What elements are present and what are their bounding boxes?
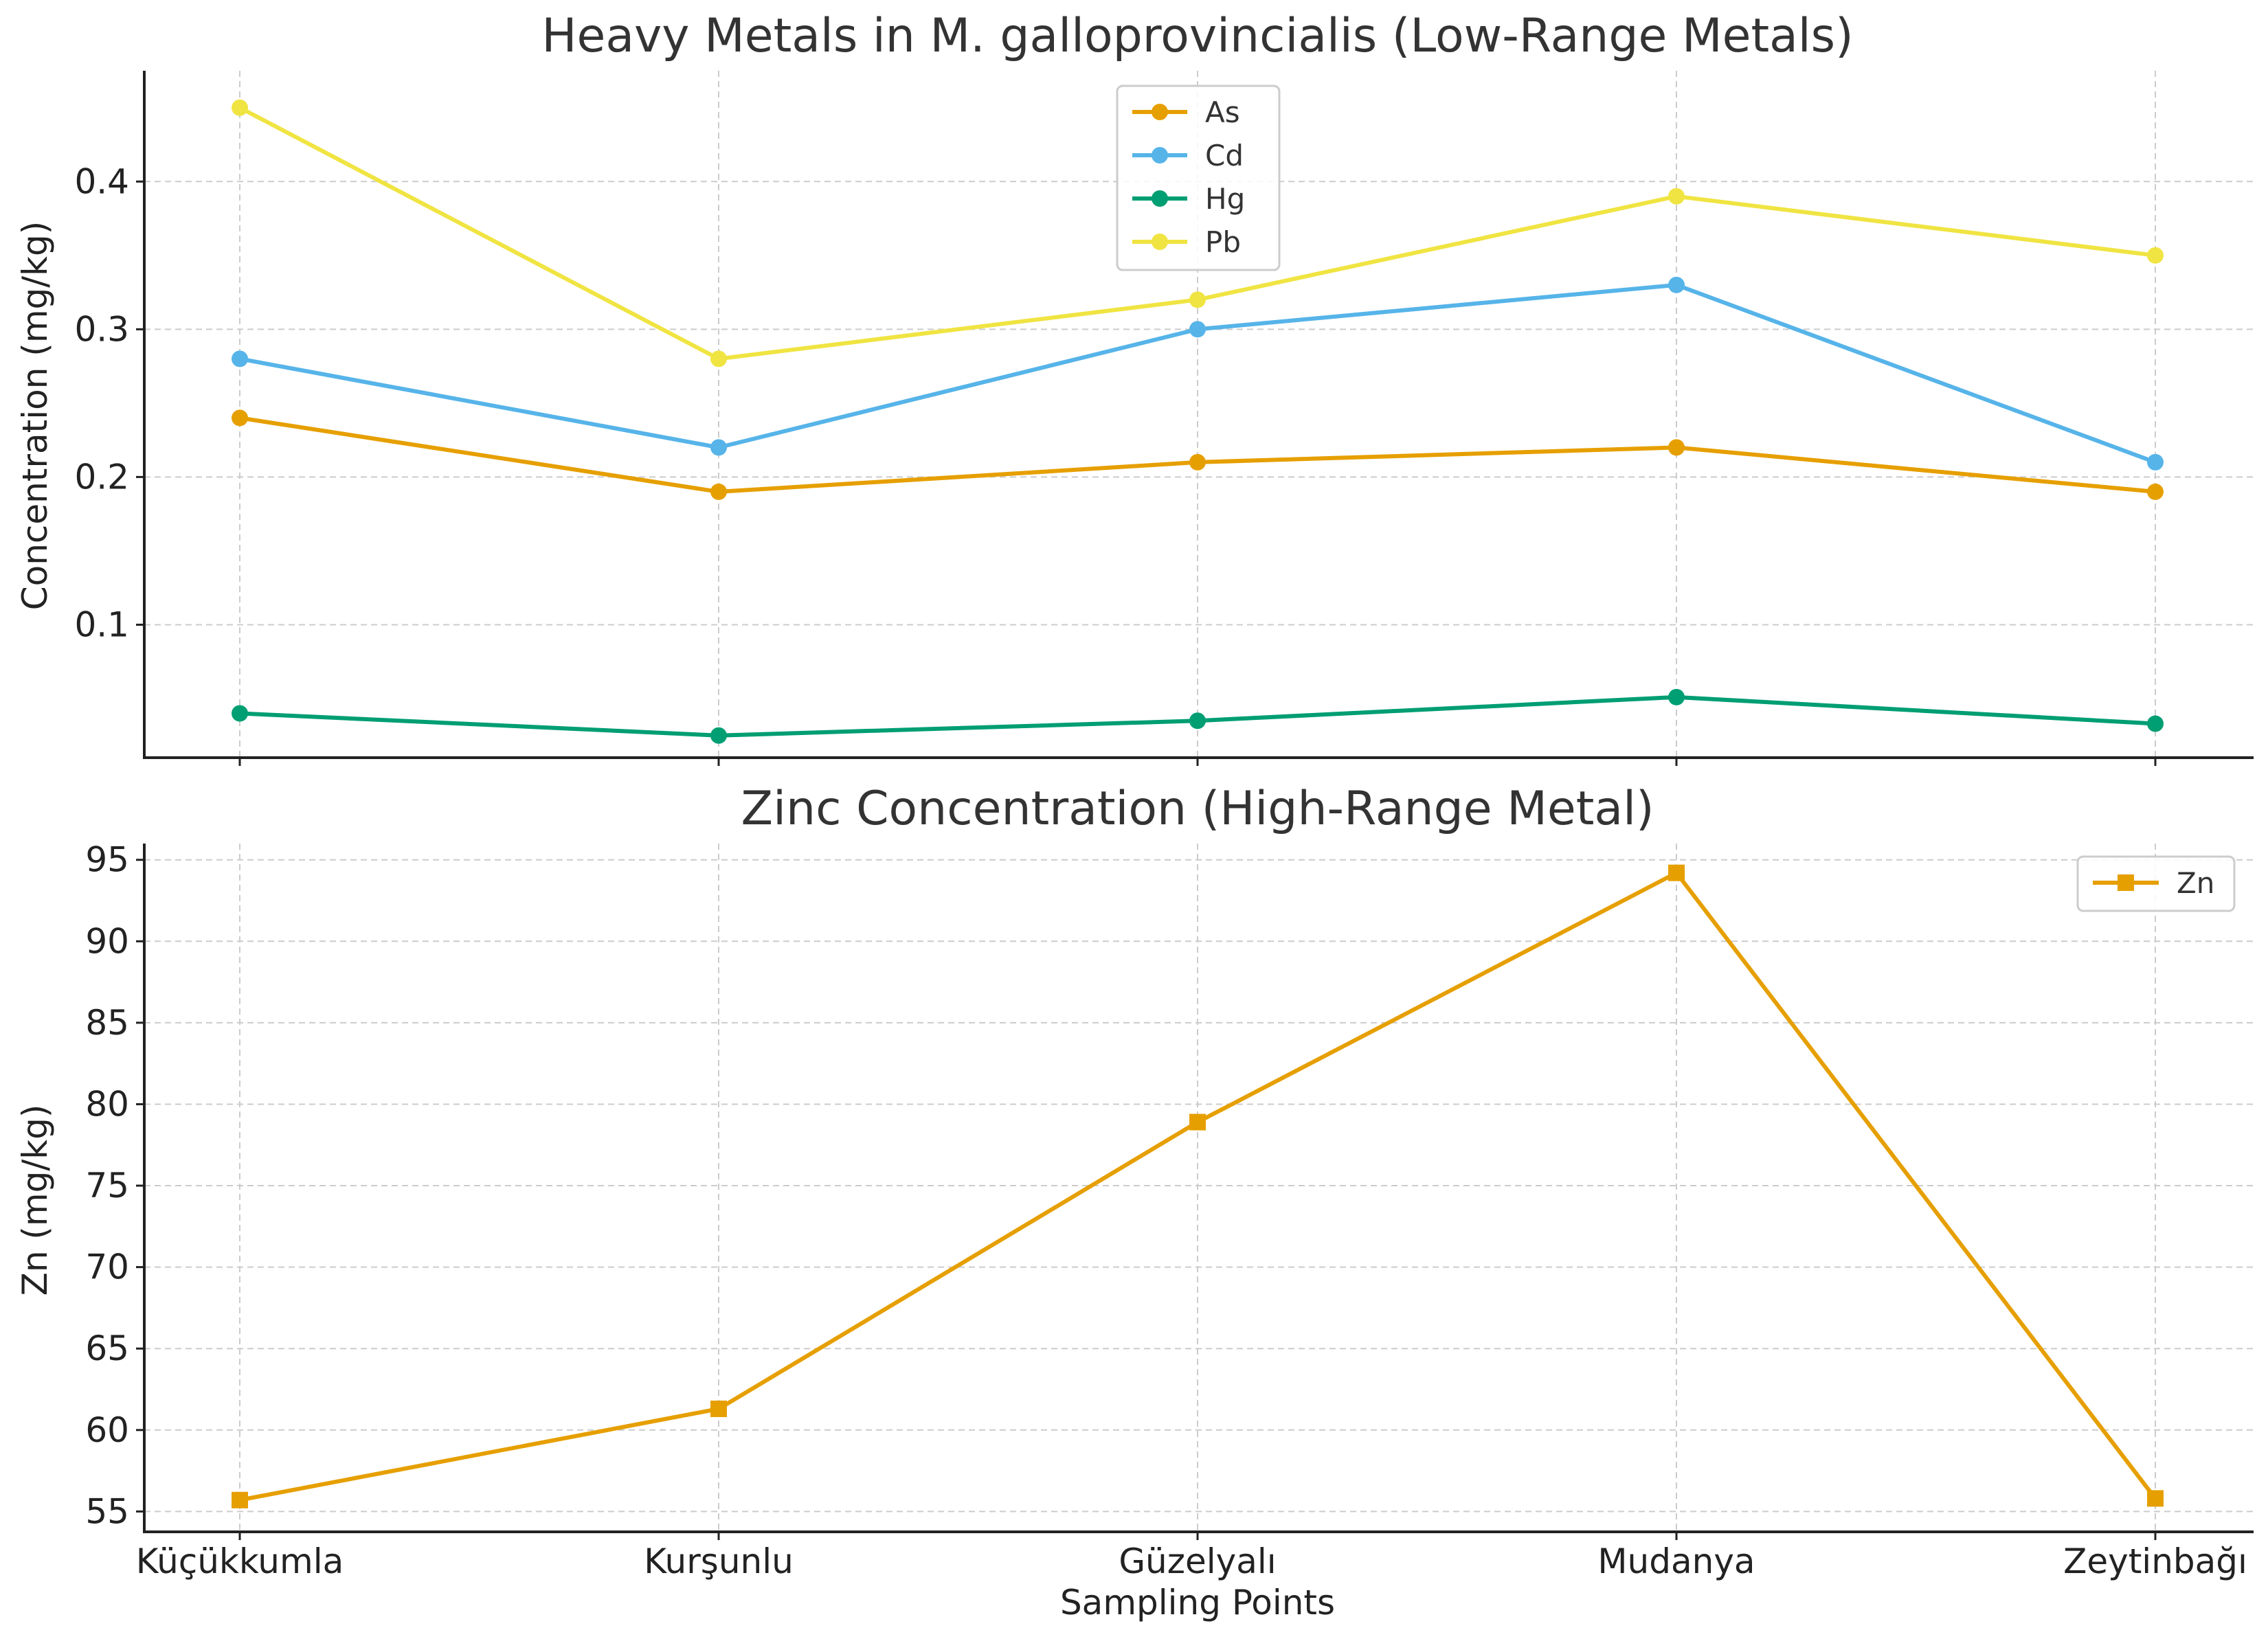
y-tick-label: 70: [85, 1247, 129, 1287]
legend-label-hg: Hg: [1205, 182, 1245, 216]
data-point-as: [1668, 439, 1685, 456]
y-tick-label: 55: [85, 1491, 129, 1531]
data-point-hg: [2147, 715, 2164, 732]
y-tick-label: 0.1: [74, 604, 129, 644]
data-point-zn: [1189, 1114, 1206, 1131]
legend-label-cd: Cd: [1205, 139, 1244, 172]
data-point-as: [1189, 453, 1206, 471]
data-point-hg: [710, 727, 727, 744]
plot-area-top: 0.1 0.2 0.3 0.4 As Cd Hg Pb: [74, 71, 2254, 766]
y-axis-label-bottom: Zn (mg/kg): [15, 1105, 55, 1296]
data-point-pb: [2147, 247, 2164, 264]
data-point-pb: [710, 350, 727, 368]
x-tick-label: Mudanya: [1597, 1541, 1755, 1581]
y-tick-label: 90: [85, 921, 129, 961]
legend-marker-as: [1152, 104, 1168, 120]
legend-marker-cd: [1152, 147, 1168, 163]
data-point-as: [710, 483, 727, 500]
chart-title-bottom: Zinc Concentration (High-Range Metal): [741, 782, 1654, 836]
y-tick-label: 80: [85, 1084, 129, 1124]
x-tick-label: Zeytinbağı: [2063, 1541, 2247, 1581]
data-point-hg: [1668, 688, 1685, 705]
data-point-zn: [1668, 864, 1685, 881]
data-point-hg: [1189, 712, 1206, 730]
data-point-zn: [232, 1491, 248, 1508]
x-tick-label: Güzelyalı: [1119, 1541, 1276, 1581]
y-tick-label: 95: [85, 840, 129, 880]
data-point-pb: [232, 99, 248, 116]
data-point-cd: [1189, 321, 1206, 338]
y-tick-label: 85: [85, 1003, 129, 1043]
legend-label-zn: Zn: [2177, 866, 2214, 900]
data-point-pb: [1668, 188, 1685, 205]
data-point-pb: [1189, 291, 1206, 308]
data-point-cd: [232, 350, 248, 368]
x-tick-label: Küçükkumla: [136, 1541, 344, 1581]
legend-marker-hg: [1152, 190, 1168, 207]
data-point-cd: [2147, 453, 2164, 471]
data-point-hg: [232, 705, 248, 722]
legend-label-as: As: [1205, 95, 1240, 129]
plot-area-bottom: Küçükkumla Kurşunlu Güzelyalı Mudanya Zeytin…: [85, 840, 2254, 1581]
data-point-as: [2147, 483, 2164, 500]
axis-spine: [143, 71, 2254, 759]
axis-spine: [143, 844, 2254, 1533]
y-tick-label: 0.4: [74, 161, 129, 201]
y-tick-label: 0.3: [74, 309, 129, 349]
chart-title-top: Heavy Metals in M. galloprovincialis (Lo…: [541, 9, 1853, 63]
y-tick-label: 75: [85, 1166, 129, 1206]
legend-marker-zn: [2118, 874, 2134, 891]
data-point-zn: [2147, 1490, 2164, 1507]
x-axis-label: Sampling Points: [1060, 1583, 1335, 1623]
legend-marker-pb: [1152, 234, 1168, 250]
y-tick-label: 65: [85, 1329, 129, 1368]
data-point-cd: [710, 439, 727, 456]
x-tick-label: Kurşunlu: [644, 1541, 794, 1581]
legend-label-pb: Pb: [1205, 225, 1241, 259]
data-point-zn: [710, 1400, 727, 1417]
y-tick-label: 0.2: [74, 457, 129, 497]
legend-box: [1116, 84, 1281, 271]
data-point-as: [232, 409, 248, 427]
data-point-cd: [1668, 276, 1685, 293]
y-axis-label-top: Concentration (mg/kg): [15, 221, 55, 611]
y-tick-label: 60: [85, 1410, 129, 1450]
